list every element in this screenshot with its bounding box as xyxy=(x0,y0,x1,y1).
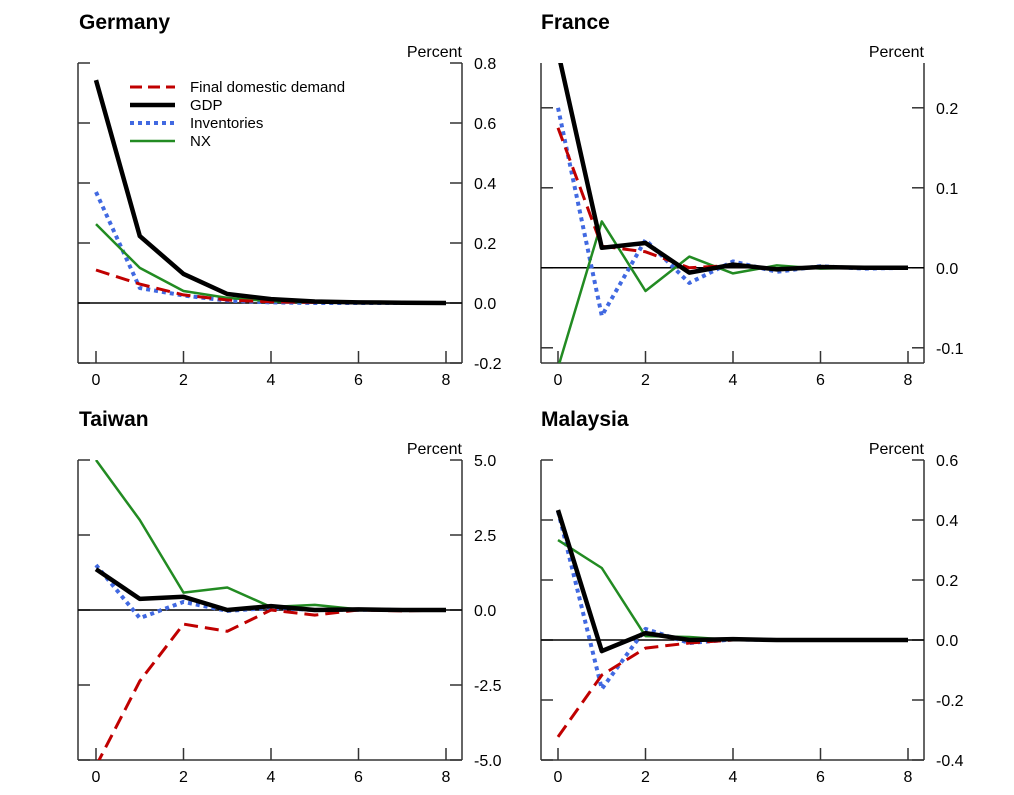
y-tick-label: 0.8 xyxy=(474,56,496,73)
series-line-final-domestic-demand xyxy=(97,608,447,760)
y-tick-label: 0.0 xyxy=(936,633,958,650)
series-group xyxy=(94,460,447,760)
series-group xyxy=(555,509,908,738)
x-tick-label: 0 xyxy=(554,769,563,786)
panel-taiwan: Taiwan Percent -5.0 -2.5 0.0 2.5 5.0 0 2 4 6 8 xyxy=(77,408,502,786)
y-tick-label: -0.1 xyxy=(936,341,964,358)
x-tick-label: 8 xyxy=(904,372,913,389)
panel-germany: Germany Percent -0.2 0.0 0.2 0.4 0.6 0.8 0 2 4 6 8 xyxy=(77,11,502,389)
x-tick-label: 6 xyxy=(354,769,363,786)
series-line-nx xyxy=(557,539,908,642)
y-tick-label: 0.2 xyxy=(474,236,496,253)
x-tick-label: 8 xyxy=(904,769,913,786)
x-tick-label: 4 xyxy=(729,769,738,786)
x-tick-label: 8 xyxy=(442,769,451,786)
y-tick-label: 0.6 xyxy=(474,116,496,133)
y-axis-unit-label: Percent xyxy=(869,441,925,458)
y-tick-label: 0.1 xyxy=(936,181,958,198)
y-tick-label: 0.4 xyxy=(474,176,496,193)
x-tick-label: 0 xyxy=(92,769,101,786)
series-line-inventories xyxy=(556,107,909,318)
legend-label-final-domestic-demand: Final domestic demand xyxy=(190,79,345,96)
y-tick-label: -0.2 xyxy=(474,356,502,373)
x-tick-label: 0 xyxy=(92,372,101,389)
y-tick-label: 0.0 xyxy=(474,603,496,620)
x-tick-label: 2 xyxy=(179,769,188,786)
legend-label-gdp: GDP xyxy=(190,97,223,114)
panel-title: Germany xyxy=(79,11,170,34)
y-tick-label: 5.0 xyxy=(474,453,496,470)
y-tick-label: 0.2 xyxy=(936,573,958,590)
y-tick-label: 0.0 xyxy=(936,261,958,278)
y-tick-label: -0.2 xyxy=(936,693,964,710)
panel-france: France Percent -0.1 0.0 0.1 0.2 0 2 4 6 8 xyxy=(540,11,964,389)
y-tick-label: -0.4 xyxy=(936,753,964,770)
y-tick-label: 0.2 xyxy=(936,101,958,118)
x-tick-label: 2 xyxy=(641,769,650,786)
y-tick-label: 0.6 xyxy=(936,453,958,470)
series-line-gdp xyxy=(93,79,447,306)
panel-malaysia: Malaysia Percent -0.4 -0.2 0.0 0.2 0.4 0.6 0 2 4 6 8 xyxy=(540,408,964,786)
y-tick-label: 0.0 xyxy=(474,296,496,313)
y-axis-unit-label: Percent xyxy=(869,44,925,61)
y-tick-label: -2.5 xyxy=(474,678,502,695)
series-group xyxy=(93,79,447,306)
series-line-nx xyxy=(94,460,447,612)
series-line-gdp xyxy=(558,63,908,275)
y-tick-label: -5.0 xyxy=(474,753,502,770)
series-line-gdp xyxy=(94,567,446,613)
y-axis-unit-label: Percent xyxy=(407,441,463,458)
y-tick-label: 0.4 xyxy=(936,513,958,530)
x-tick-label: 4 xyxy=(267,372,276,389)
panel-title: Taiwan xyxy=(79,408,149,431)
x-tick-label: 2 xyxy=(179,372,188,389)
x-tick-label: 6 xyxy=(816,372,825,389)
x-tick-label: 6 xyxy=(354,372,363,389)
x-tick-label: 0 xyxy=(554,372,563,389)
x-tick-label: 4 xyxy=(729,372,738,389)
series-line-final-domestic-demand xyxy=(556,638,908,738)
series-line-gdp xyxy=(555,509,908,654)
panel-title: Malaysia xyxy=(541,408,629,431)
series-group xyxy=(556,63,909,363)
x-tick-label: 6 xyxy=(816,769,825,786)
legend-label-nx: NX xyxy=(190,133,211,150)
legend-label-inventories: Inventories xyxy=(190,115,263,132)
series-line-nx xyxy=(558,220,908,363)
y-tick-label: 2.5 xyxy=(474,528,496,545)
x-tick-label: 2 xyxy=(641,372,650,389)
x-tick-label: 4 xyxy=(267,769,276,786)
y-axis-unit-label: Percent xyxy=(407,44,463,61)
panel-title: France xyxy=(541,11,610,34)
x-tick-label: 8 xyxy=(442,372,451,389)
series-line-inventories xyxy=(556,510,908,691)
